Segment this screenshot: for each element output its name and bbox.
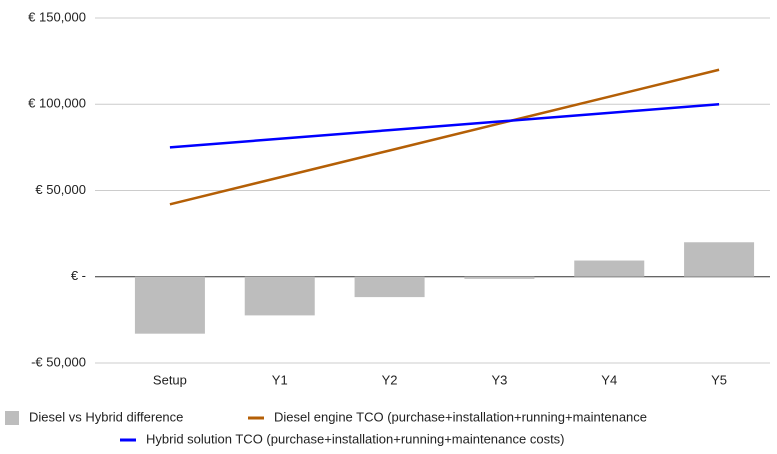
bar [684,242,755,277]
x-tick-label: Setup [153,372,187,387]
x-tick-label: Y5 [711,372,727,387]
bar [354,276,425,298]
legend-swatch [5,411,19,425]
y-tick-label: € 100,000 [28,96,86,111]
legend-label: Diesel vs Hybrid difference [29,409,183,424]
y-tick-label: € 150,000 [28,9,86,24]
y-tick-label: € 50,000 [35,182,86,197]
x-tick-label: Y2 [382,372,398,387]
bar [574,260,645,277]
bar [134,276,205,334]
y-tick-label: -€ 50,000 [31,354,86,369]
bar [464,276,535,279]
legend-label: Hybrid solution TCO (purchase+installati… [146,431,565,446]
x-tick-label: Y3 [491,372,507,387]
y-tick-label: € - [71,268,86,283]
x-tick-label: Y4 [601,372,617,387]
line [169,103,720,149]
legend-label: Diesel engine TCO (purchase+installation… [274,409,647,424]
line [169,68,720,206]
bar [244,276,315,316]
x-tick-label: Y1 [272,372,288,387]
